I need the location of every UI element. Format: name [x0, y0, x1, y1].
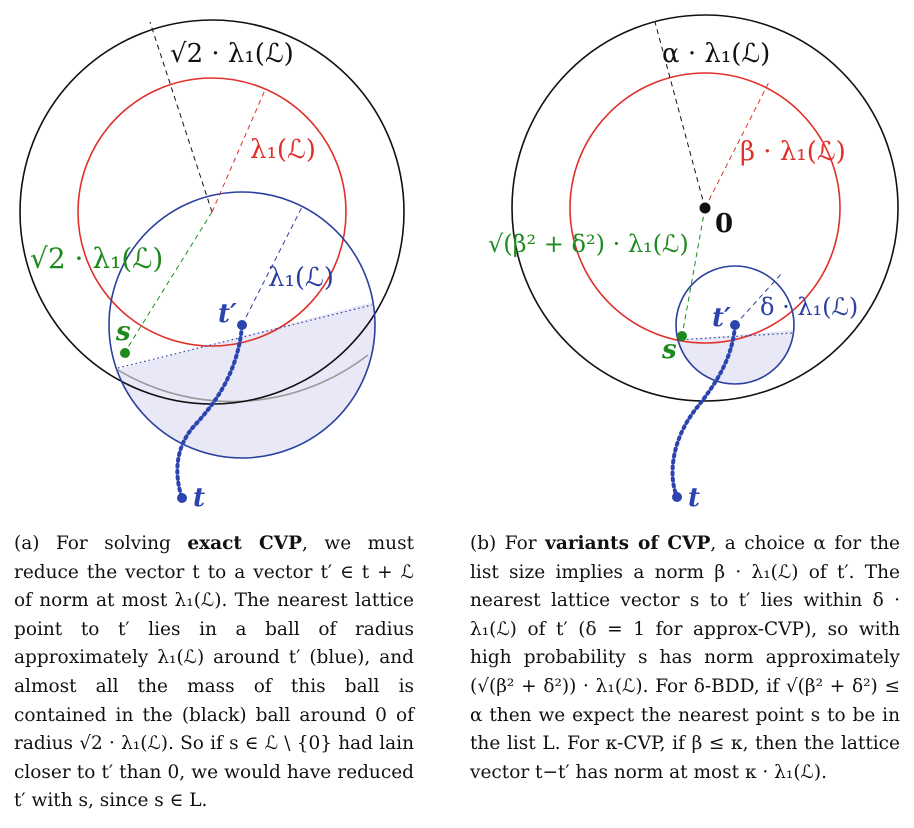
label-lambda-red-a: λ₁(ℒ) — [250, 135, 316, 165]
label-sqrt2-black-a: √2 · λ₁(ℒ) — [170, 39, 294, 69]
caption-a: (a) For solving exact CVP, we must reduc… — [14, 530, 414, 816]
panel-b: α · λ₁(ℒ) β · λ₁(ℒ) 0 √(β² + δ²) · λ₁(ℒ)… — [488, 14, 899, 513]
label-zero-b: 0 — [715, 209, 733, 239]
point-s-b — [677, 331, 687, 341]
caption-b: (b) For variants of CVP, a choice α for … — [470, 530, 900, 787]
red-circle-a — [77, 77, 347, 347]
caption-b-text-1: (b) For — [470, 533, 546, 554]
reduction-path-b — [670, 324, 737, 499]
label-tprime-a: t′ — [218, 299, 237, 329]
caption-a-text-2: , we must reduce the vector t to a vecto… — [14, 533, 414, 812]
label-s-a: s — [115, 317, 131, 347]
blue-circle-a — [108, 191, 376, 459]
green-radius-dash-a — [124, 211, 213, 353]
label-delta-b: δ · λ₁(ℒ) — [760, 293, 858, 321]
label-beta-b: β · λ₁(ℒ) — [740, 137, 846, 167]
caption-a-bold: exact CVP — [187, 533, 302, 554]
label-lambda-blue-a: λ₁(ℒ) — [268, 263, 334, 293]
red-radius-dash-a — [211, 89, 266, 213]
point-origin-b — [699, 202, 711, 214]
reduction-path-a — [175, 324, 244, 500]
point-t-b — [672, 492, 682, 502]
blue-ball-shaded-region-b — [676, 330, 794, 384]
panel-a: √2 · λ₁(ℒ) λ₁(ℒ) √2 · λ₁(ℒ) λ₁(ℒ) s t′ t — [19, 19, 405, 513]
red-radius-dash-b — [704, 79, 771, 209]
label-t-b: t — [688, 483, 700, 513]
figure-canvas: √2 · λ₁(ℒ) λ₁(ℒ) √2 · λ₁(ℒ) λ₁(ℒ) s t′ t… — [19, 14, 899, 513]
label-tprime-b: t′ — [712, 303, 731, 333]
point-t-a — [177, 493, 187, 503]
dotted-chord-a — [117, 304, 373, 369]
label-t-a: t — [193, 483, 205, 513]
blue-radius-dash-b — [734, 272, 783, 326]
label-sqrt2-green-a: √2 · λ₁(ℒ) — [30, 242, 163, 275]
blue-circle-b — [675, 265, 795, 385]
blue-ball-shaded-region — [109, 300, 375, 458]
caption-b-text-2: , a choice α for the list size implies a… — [470, 533, 900, 783]
dotted-chord-b — [677, 332, 793, 341]
black-radius-dash-a — [149, 21, 213, 213]
blue-radius-dash-a — [241, 204, 304, 326]
label-s-b: s — [661, 335, 677, 365]
point-s-a — [120, 348, 130, 358]
point-tprime-a — [237, 320, 247, 330]
red-circle-b — [569, 72, 841, 344]
label-green-b: √(β² + δ²) · λ₁(ℒ) — [488, 230, 689, 258]
caption-b-bold: variants of CVP — [545, 533, 711, 554]
label-alpha-b: α · λ₁(ℒ) — [662, 39, 770, 69]
caption-a-text-1: (a) For solving — [14, 533, 188, 554]
black-circle-b — [511, 14, 899, 402]
point-tprime-b — [730, 320, 740, 330]
green-radius-dash-b — [681, 207, 706, 337]
